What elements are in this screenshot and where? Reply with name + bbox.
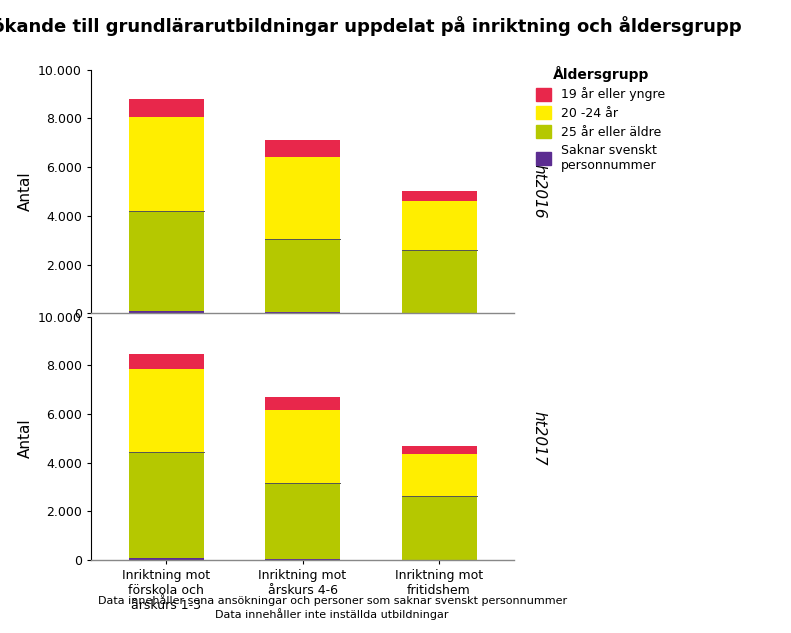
- Bar: [128, 452, 203, 558]
- Bar: [128, 558, 203, 560]
- Bar: [265, 158, 340, 239]
- Text: Data innehåller inte inställda utbildningar: Data innehåller inte inställda utbildnin…: [215, 608, 449, 620]
- Bar: [265, 239, 340, 312]
- Bar: [128, 117, 203, 211]
- Bar: [402, 446, 477, 454]
- Bar: [128, 211, 203, 311]
- Bar: [265, 410, 340, 484]
- Bar: [128, 354, 203, 370]
- Text: ht2017: ht2017: [531, 411, 546, 466]
- Bar: [265, 484, 340, 559]
- Legend: 19 år eller yngre, 20 -24 år, 25 år eller äldre, Saknar svenskt
personnummer: 19 år eller yngre, 20 -24 år, 25 år elle…: [536, 66, 665, 172]
- Bar: [128, 311, 203, 313]
- Bar: [265, 559, 340, 560]
- Bar: [402, 191, 477, 201]
- Bar: [128, 99, 203, 117]
- Y-axis label: Antal: Antal: [17, 418, 32, 458]
- Text: Antal sökande till grundlärarutbildningar uppdelat på inriktning och åldersgrupp: Antal sökande till grundlärarutbildninga…: [0, 16, 742, 36]
- Bar: [402, 201, 477, 250]
- Bar: [128, 370, 203, 452]
- Y-axis label: Antal: Antal: [17, 172, 32, 211]
- Bar: [265, 312, 340, 313]
- Text: Data innehåller sena ansökningar och personer som saknar svenskt personnummer: Data innehåller sena ansökningar och per…: [97, 594, 567, 606]
- Bar: [402, 454, 477, 496]
- Bar: [265, 141, 340, 158]
- Text: ht2016: ht2016: [531, 164, 546, 219]
- Bar: [402, 250, 477, 313]
- Bar: [265, 397, 340, 410]
- Bar: [402, 496, 477, 560]
